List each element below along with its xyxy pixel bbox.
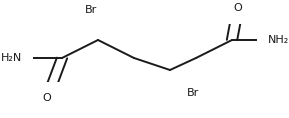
Text: NH₂: NH₂ [268, 35, 289, 45]
Text: Br: Br [85, 5, 97, 15]
Text: Br: Br [187, 88, 199, 98]
Text: H₂N: H₂N [1, 53, 22, 63]
Text: O: O [234, 3, 242, 13]
Text: O: O [42, 93, 51, 103]
